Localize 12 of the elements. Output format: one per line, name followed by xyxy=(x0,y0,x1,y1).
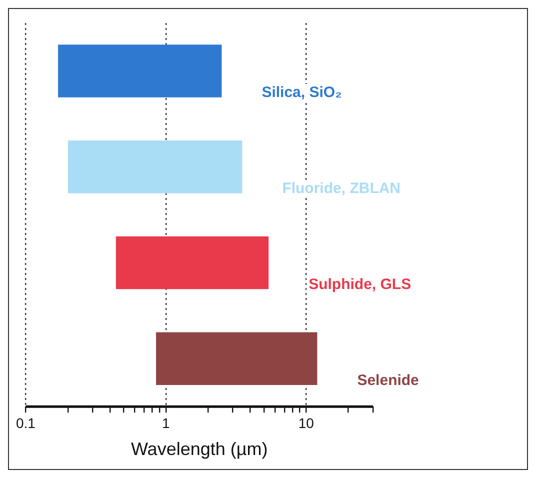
bar xyxy=(116,236,269,290)
bar xyxy=(58,44,222,98)
y-tick-label: Silica, SiO₂ xyxy=(262,84,342,102)
x-axis-title: Wavelength (µm) xyxy=(130,439,268,460)
x-tick-label: 0.1 xyxy=(16,414,36,431)
x-tick-label: 1 xyxy=(162,414,170,431)
y-tick-label: Fluoride, ZBLAN xyxy=(282,180,401,197)
bar xyxy=(156,332,318,386)
bar xyxy=(68,140,242,194)
x-tick-label: 10 xyxy=(298,414,314,431)
y-tick-label: Selenide xyxy=(357,372,419,389)
y-tick-label: Sulphide, GLS xyxy=(308,276,412,293)
